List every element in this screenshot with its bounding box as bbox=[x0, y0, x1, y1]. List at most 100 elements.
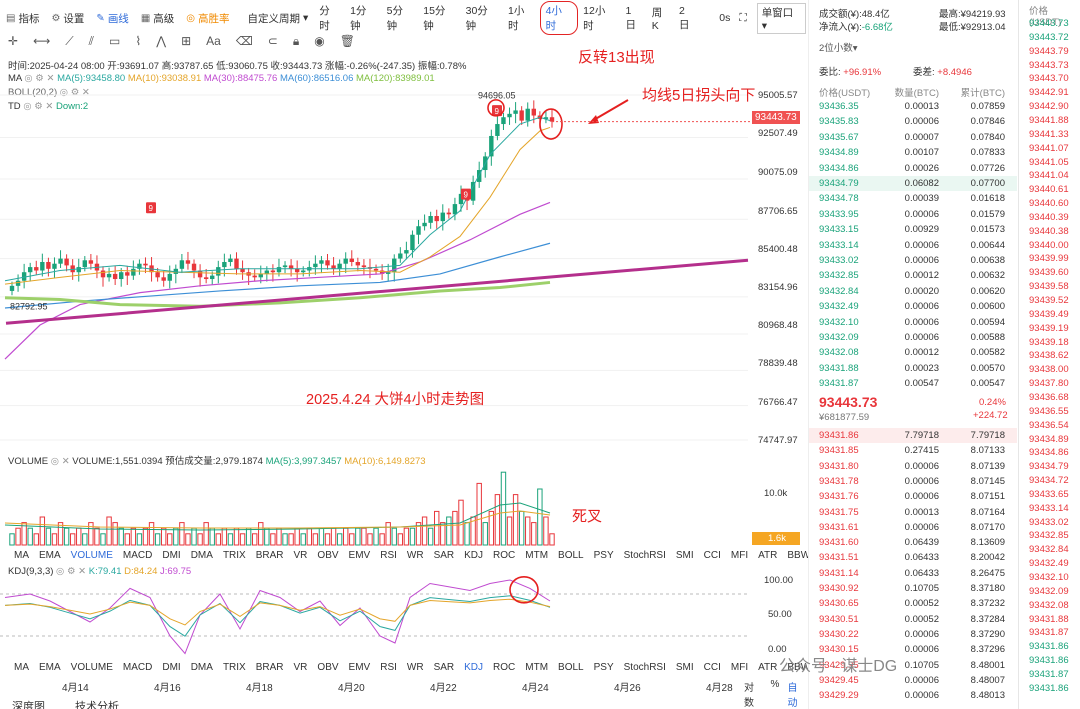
indicator-tab[interactable]: SMI bbox=[675, 662, 694, 673]
parallel-channel-icon[interactable]: ⫽ bbox=[88, 34, 95, 48]
crosshair-icon[interactable]: ✛ bbox=[8, 34, 19, 48]
visibility-icon[interactable]: ◉ bbox=[314, 34, 325, 48]
tf-1h[interactable]: 1小时 bbox=[507, 5, 525, 32]
ask-row[interactable]: 93430.92 0.10705 8.37180 bbox=[809, 581, 1017, 596]
rectangle-icon[interactable]: ▭ bbox=[109, 34, 121, 48]
indicator-tab[interactable]: ATR bbox=[758, 550, 778, 561]
bid-row[interactable]: 93433.95 0.00006 0.01579 bbox=[809, 207, 1017, 222]
indicator-tab[interactable]: DMI bbox=[162, 550, 181, 561]
text-icon[interactable]: Aa bbox=[206, 34, 221, 48]
indicator-tab[interactable]: MACD bbox=[122, 662, 153, 673]
indicator-tab[interactable]: SAR bbox=[433, 550, 455, 561]
indicator-tab[interactable]: MA bbox=[14, 662, 29, 673]
indicator-tab[interactable]: MACD bbox=[122, 550, 153, 561]
indicator-tab[interactable]: BRAR bbox=[255, 550, 284, 561]
indicator-tab[interactable]: BOLL bbox=[558, 662, 584, 673]
bid-row[interactable]: 93432.85 0.00012 0.00632 bbox=[809, 268, 1017, 283]
bid-row[interactable]: 93433.14 0.00006 0.00644 bbox=[809, 238, 1017, 253]
period-dropdown[interactable]: 自定义周期 ▾ bbox=[247, 12, 309, 25]
bid-row[interactable]: 93431.87 0.00547 0.00547 bbox=[809, 376, 1017, 391]
indicator-tab[interactable]: MTM bbox=[525, 550, 549, 561]
indicator-tab[interactable]: MFI bbox=[730, 662, 749, 673]
bid-row[interactable]: 93433.02 0.00006 0.00638 bbox=[809, 253, 1017, 268]
indicator-tab[interactable]: OBV bbox=[317, 662, 339, 673]
bid-row[interactable]: 93434.79 0.06082 0.07700 bbox=[809, 176, 1017, 191]
indicator-tab[interactable]: MFI bbox=[730, 550, 749, 561]
indicator-tab[interactable]: BOLL bbox=[558, 550, 584, 561]
ask-row[interactable]: 93431.76 0.00006 8.07151 bbox=[809, 489, 1017, 504]
magnet-icon[interactable]: ⊂ bbox=[267, 34, 278, 48]
candlestick-chart[interactable]: 94696.05 82792.95 9 9 9 bbox=[0, 80, 806, 450]
tab-depth[interactable]: 深度图 bbox=[12, 701, 45, 709]
indicator-tab[interactable]: ATR bbox=[758, 662, 778, 673]
auto-scale-button[interactable]: 自动 bbox=[787, 683, 798, 709]
indicator-tab[interactable]: SAR bbox=[433, 662, 455, 673]
indicator-tab[interactable]: PSY bbox=[593, 662, 614, 673]
indicator-tab[interactable]: BBW bbox=[787, 662, 811, 673]
indicator-tab[interactable]: KDJ bbox=[464, 550, 484, 561]
ask-row[interactable]: 93431.78 0.00006 8.07145 bbox=[809, 474, 1017, 489]
tf-1m[interactable]: 1分钟 bbox=[350, 5, 367, 32]
indicator-tab[interactable]: EMA bbox=[39, 662, 61, 673]
indicator-tab[interactable]: PSY bbox=[593, 550, 614, 561]
indicator-tab[interactable]: StochRSI bbox=[623, 550, 666, 561]
ask-row[interactable]: 93431.85 0.27415 8.07133 bbox=[809, 443, 1017, 458]
ask-row[interactable]: 93430.15 0.00006 8.37296 bbox=[809, 642, 1017, 657]
window-select[interactable]: 单窗口 ▾ bbox=[756, 2, 806, 34]
tf-tick[interactable]: 分时 bbox=[319, 5, 330, 32]
ask-row[interactable]: 93431.80 0.00006 8.07139 bbox=[809, 459, 1017, 474]
percent-scale-button[interactable]: % bbox=[770, 679, 780, 690]
indicator-tab[interactable]: TRIX bbox=[222, 662, 246, 673]
ask-row[interactable]: 93431.60 0.06439 8.13609 bbox=[809, 535, 1017, 550]
bid-row[interactable]: 93435.83 0.00006 0.07846 bbox=[809, 114, 1017, 129]
bid-row[interactable]: 93432.10 0.00006 0.00594 bbox=[809, 315, 1017, 330]
tf-seconds[interactable]: 0s bbox=[719, 12, 731, 24]
log-scale-button[interactable]: 对数 bbox=[744, 683, 754, 709]
indicator-tab[interactable]: CCI bbox=[703, 550, 721, 561]
bid-row[interactable]: 93432.08 0.00012 0.00582 bbox=[809, 345, 1017, 360]
indicator-tab[interactable]: VOLUME bbox=[70, 550, 113, 561]
toolbar-high-winrate[interactable]: ◎ 高胜率 bbox=[186, 12, 230, 25]
toolbar-indicators[interactable]: ▤ 指标 bbox=[6, 12, 40, 25]
bid-row[interactable]: 93436.35 0.00013 0.07859 bbox=[809, 99, 1017, 114]
bid-row[interactable]: 93435.67 0.00007 0.07840 bbox=[809, 130, 1017, 145]
bid-row[interactable]: 93431.88 0.00023 0.00570 bbox=[809, 361, 1017, 376]
indicator-tab[interactable]: KDJ bbox=[464, 662, 484, 673]
indicator-tab[interactable]: BRAR bbox=[255, 662, 284, 673]
tf-week[interactable]: 周K bbox=[651, 6, 663, 32]
indicator-tab[interactable]: DMI bbox=[162, 662, 181, 673]
bid-row[interactable]: 93433.15 0.00929 0.01573 bbox=[809, 222, 1017, 237]
ask-row[interactable]: 93430.65 0.00052 8.37232 bbox=[809, 596, 1017, 611]
tf-15m[interactable]: 15分钟 bbox=[423, 5, 446, 32]
indicator-tab[interactable]: EMV bbox=[348, 550, 371, 561]
indicator-tab[interactable]: ROC bbox=[493, 662, 516, 673]
ask-row[interactable]: 93430.51 0.00052 8.37284 bbox=[809, 612, 1017, 627]
bid-row[interactable]: 93432.49 0.00006 0.00600 bbox=[809, 299, 1017, 314]
indicator-tab[interactable]: VR bbox=[293, 662, 308, 673]
ask-row[interactable]: 93431.14 0.06433 8.26475 bbox=[809, 566, 1017, 581]
horizontal-line-icon[interactable]: ⟷ bbox=[33, 34, 51, 48]
ask-row[interactable]: 93431.75 0.00013 8.07164 bbox=[809, 505, 1017, 520]
fullscreen-icon[interactable]: ⛶ bbox=[739, 11, 747, 24]
bid-row[interactable]: 93434.86 0.00026 0.07726 bbox=[809, 161, 1017, 176]
tf-2d[interactable]: 2日 bbox=[679, 4, 690, 31]
ask-row[interactable]: 93429.95 0.10705 8.48001 bbox=[809, 658, 1017, 673]
indicator-tab[interactable]: EMA bbox=[39, 550, 61, 561]
indicator-tab[interactable]: RSI bbox=[380, 550, 397, 561]
ask-row[interactable]: 93429.45 0.00006 8.48007 bbox=[809, 673, 1017, 688]
lock-icon[interactable]: 🔒︎ bbox=[292, 34, 300, 48]
indicator-tab[interactable]: CCI bbox=[703, 662, 721, 673]
eraser-icon[interactable]: ⌫ bbox=[235, 34, 253, 48]
indicator-tab[interactable]: DMA bbox=[190, 662, 213, 673]
ask-row[interactable]: 93430.22 0.00006 8.37290 bbox=[809, 627, 1017, 642]
indicator-tab[interactable]: WR bbox=[406, 662, 424, 673]
tf-5m[interactable]: 5分钟 bbox=[386, 5, 403, 32]
indicator-tab[interactable]: SMI bbox=[675, 550, 694, 561]
ask-row[interactable]: 93431.61 0.00006 8.07170 bbox=[809, 520, 1017, 535]
toolbar-advanced[interactable]: ▦ 高级 bbox=[140, 12, 175, 25]
indicator-tab[interactable]: MA bbox=[14, 550, 29, 561]
tf-1d[interactable]: 1日 bbox=[625, 4, 637, 31]
toolbar-settings[interactable]: ⚙ 设置 bbox=[51, 12, 85, 25]
delete-icon[interactable]: 🗑︎ bbox=[339, 34, 355, 48]
indicator-tab[interactable]: VOLUME bbox=[70, 662, 113, 673]
